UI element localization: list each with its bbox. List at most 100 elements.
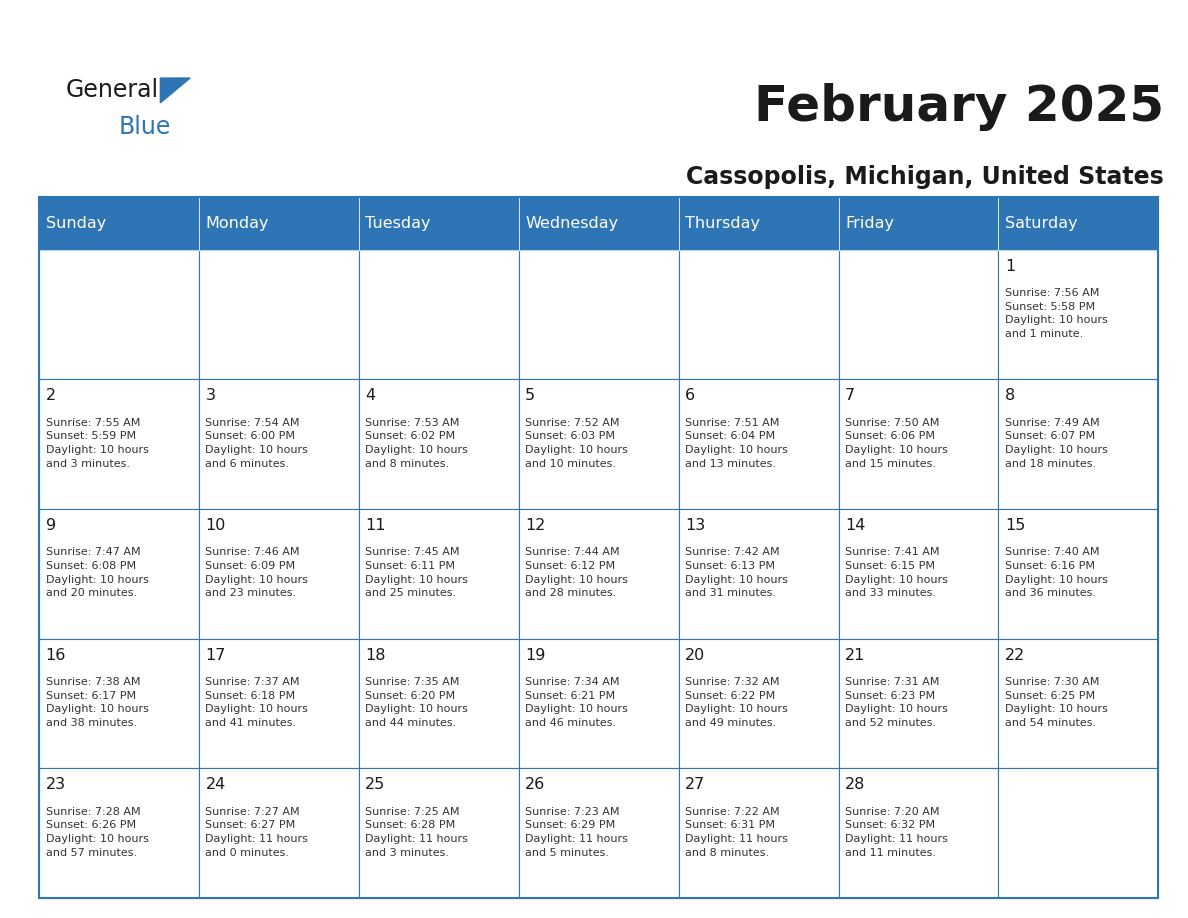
Bar <box>359 768 519 898</box>
Bar <box>200 768 359 898</box>
Bar <box>998 250 1158 379</box>
Text: Sunrise: 7:20 AM
Sunset: 6:32 PM
Daylight: 11 hours
and 11 minutes.: Sunrise: 7:20 AM Sunset: 6:32 PM Dayligh… <box>845 807 948 857</box>
Text: Sunrise: 7:50 AM
Sunset: 6:06 PM
Daylight: 10 hours
and 15 minutes.: Sunrise: 7:50 AM Sunset: 6:06 PM Dayligh… <box>845 418 948 469</box>
Bar <box>200 250 359 379</box>
Text: 12: 12 <box>525 518 545 533</box>
Text: 14: 14 <box>845 518 865 533</box>
Text: Sunrise: 7:22 AM
Sunset: 6:31 PM
Daylight: 11 hours
and 8 minutes.: Sunrise: 7:22 AM Sunset: 6:31 PM Dayligh… <box>685 807 788 857</box>
Text: 15: 15 <box>1005 518 1025 533</box>
Text: Sunrise: 7:23 AM
Sunset: 6:29 PM
Daylight: 11 hours
and 5 minutes.: Sunrise: 7:23 AM Sunset: 6:29 PM Dayligh… <box>525 807 628 857</box>
Bar <box>839 768 998 898</box>
Text: Sunrise: 7:25 AM
Sunset: 6:28 PM
Daylight: 11 hours
and 3 minutes.: Sunrise: 7:25 AM Sunset: 6:28 PM Dayligh… <box>366 807 468 857</box>
Text: Sunrise: 7:55 AM
Sunset: 5:59 PM
Daylight: 10 hours
and 3 minutes.: Sunrise: 7:55 AM Sunset: 5:59 PM Dayligh… <box>45 418 148 469</box>
Text: 22: 22 <box>1005 648 1025 663</box>
Bar <box>519 509 678 639</box>
Text: 25: 25 <box>366 778 386 792</box>
Text: 9: 9 <box>45 518 56 533</box>
Bar <box>359 509 519 639</box>
Text: Thursday: Thursday <box>685 216 760 231</box>
Text: 5: 5 <box>525 388 536 404</box>
Text: Sunrise: 7:53 AM
Sunset: 6:02 PM
Daylight: 10 hours
and 8 minutes.: Sunrise: 7:53 AM Sunset: 6:02 PM Dayligh… <box>366 418 468 469</box>
Text: 13: 13 <box>685 518 706 533</box>
Text: Sunrise: 7:30 AM
Sunset: 6:25 PM
Daylight: 10 hours
and 54 minutes.: Sunrise: 7:30 AM Sunset: 6:25 PM Dayligh… <box>1005 677 1107 728</box>
Bar <box>519 379 678 509</box>
Text: 26: 26 <box>525 778 545 792</box>
Text: Sunrise: 7:38 AM
Sunset: 6:17 PM
Daylight: 10 hours
and 38 minutes.: Sunrise: 7:38 AM Sunset: 6:17 PM Dayligh… <box>45 677 148 728</box>
Text: Blue: Blue <box>119 115 171 139</box>
Text: Sunrise: 7:40 AM
Sunset: 6:16 PM
Daylight: 10 hours
and 36 minutes.: Sunrise: 7:40 AM Sunset: 6:16 PM Dayligh… <box>1005 547 1107 599</box>
Bar <box>519 768 678 898</box>
Text: Sunrise: 7:41 AM
Sunset: 6:15 PM
Daylight: 10 hours
and 33 minutes.: Sunrise: 7:41 AM Sunset: 6:15 PM Dayligh… <box>845 547 948 599</box>
Bar <box>519 197 678 250</box>
Text: 16: 16 <box>45 648 67 663</box>
Bar <box>39 509 200 639</box>
Bar <box>519 250 678 379</box>
Text: 17: 17 <box>206 648 226 663</box>
Text: 6: 6 <box>685 388 695 404</box>
Bar <box>839 509 998 639</box>
Text: Cassopolis, Michigan, United States: Cassopolis, Michigan, United States <box>687 165 1164 189</box>
Text: Sunrise: 7:56 AM
Sunset: 5:58 PM
Daylight: 10 hours
and 1 minute.: Sunrise: 7:56 AM Sunset: 5:58 PM Dayligh… <box>1005 288 1107 339</box>
Text: Sunrise: 7:32 AM
Sunset: 6:22 PM
Daylight: 10 hours
and 49 minutes.: Sunrise: 7:32 AM Sunset: 6:22 PM Dayligh… <box>685 677 788 728</box>
Text: 10: 10 <box>206 518 226 533</box>
Text: Sunrise: 7:46 AM
Sunset: 6:09 PM
Daylight: 10 hours
and 23 minutes.: Sunrise: 7:46 AM Sunset: 6:09 PM Dayligh… <box>206 547 309 599</box>
Text: Sunrise: 7:45 AM
Sunset: 6:11 PM
Daylight: 10 hours
and 25 minutes.: Sunrise: 7:45 AM Sunset: 6:11 PM Dayligh… <box>366 547 468 599</box>
Bar <box>998 768 1158 898</box>
Text: 23: 23 <box>45 778 65 792</box>
Bar <box>39 197 200 250</box>
Text: Sunrise: 7:49 AM
Sunset: 6:07 PM
Daylight: 10 hours
and 18 minutes.: Sunrise: 7:49 AM Sunset: 6:07 PM Dayligh… <box>1005 418 1107 469</box>
Bar <box>839 639 998 768</box>
Bar <box>519 639 678 768</box>
Bar <box>39 197 1158 898</box>
Bar <box>39 250 200 379</box>
Text: 8: 8 <box>1005 388 1015 404</box>
Text: 18: 18 <box>366 648 386 663</box>
Bar <box>678 768 839 898</box>
Bar <box>359 250 519 379</box>
Bar <box>998 197 1158 250</box>
Bar <box>359 379 519 509</box>
Text: General: General <box>65 78 158 102</box>
Text: Tuesday: Tuesday <box>366 216 431 231</box>
Bar <box>839 379 998 509</box>
Bar <box>39 768 200 898</box>
Text: Sunrise: 7:51 AM
Sunset: 6:04 PM
Daylight: 10 hours
and 13 minutes.: Sunrise: 7:51 AM Sunset: 6:04 PM Dayligh… <box>685 418 788 469</box>
Bar <box>839 197 998 250</box>
Text: 7: 7 <box>845 388 855 404</box>
Text: 27: 27 <box>685 778 706 792</box>
Bar <box>200 639 359 768</box>
Bar <box>678 379 839 509</box>
Bar <box>678 509 839 639</box>
Text: 1: 1 <box>1005 259 1015 274</box>
Bar <box>359 639 519 768</box>
Bar <box>998 639 1158 768</box>
Text: 11: 11 <box>366 518 386 533</box>
Text: 20: 20 <box>685 648 706 663</box>
Text: Sunrise: 7:35 AM
Sunset: 6:20 PM
Daylight: 10 hours
and 44 minutes.: Sunrise: 7:35 AM Sunset: 6:20 PM Dayligh… <box>366 677 468 728</box>
Polygon shape <box>160 78 190 103</box>
Text: Sunrise: 7:44 AM
Sunset: 6:12 PM
Daylight: 10 hours
and 28 minutes.: Sunrise: 7:44 AM Sunset: 6:12 PM Dayligh… <box>525 547 628 599</box>
Text: Saturday: Saturday <box>1005 216 1078 231</box>
Bar <box>678 250 839 379</box>
Text: 21: 21 <box>845 648 865 663</box>
Bar <box>200 509 359 639</box>
Text: Sunday: Sunday <box>45 216 106 231</box>
Text: Sunrise: 7:31 AM
Sunset: 6:23 PM
Daylight: 10 hours
and 52 minutes.: Sunrise: 7:31 AM Sunset: 6:23 PM Dayligh… <box>845 677 948 728</box>
Bar <box>839 250 998 379</box>
Text: Sunrise: 7:27 AM
Sunset: 6:27 PM
Daylight: 11 hours
and 0 minutes.: Sunrise: 7:27 AM Sunset: 6:27 PM Dayligh… <box>206 807 309 857</box>
Text: Friday: Friday <box>845 216 893 231</box>
Text: 19: 19 <box>525 648 545 663</box>
Bar <box>39 639 200 768</box>
Text: Sunrise: 7:47 AM
Sunset: 6:08 PM
Daylight: 10 hours
and 20 minutes.: Sunrise: 7:47 AM Sunset: 6:08 PM Dayligh… <box>45 547 148 599</box>
Text: Wednesday: Wednesday <box>525 216 618 231</box>
Text: February 2025: February 2025 <box>754 83 1164 130</box>
Text: 4: 4 <box>366 388 375 404</box>
Text: 3: 3 <box>206 388 215 404</box>
Bar <box>200 379 359 509</box>
Text: Sunrise: 7:37 AM
Sunset: 6:18 PM
Daylight: 10 hours
and 41 minutes.: Sunrise: 7:37 AM Sunset: 6:18 PM Dayligh… <box>206 677 309 728</box>
Text: 24: 24 <box>206 778 226 792</box>
Bar <box>200 197 359 250</box>
Bar <box>998 379 1158 509</box>
Text: 2: 2 <box>45 388 56 404</box>
Text: Sunrise: 7:28 AM
Sunset: 6:26 PM
Daylight: 10 hours
and 57 minutes.: Sunrise: 7:28 AM Sunset: 6:26 PM Dayligh… <box>45 807 148 857</box>
